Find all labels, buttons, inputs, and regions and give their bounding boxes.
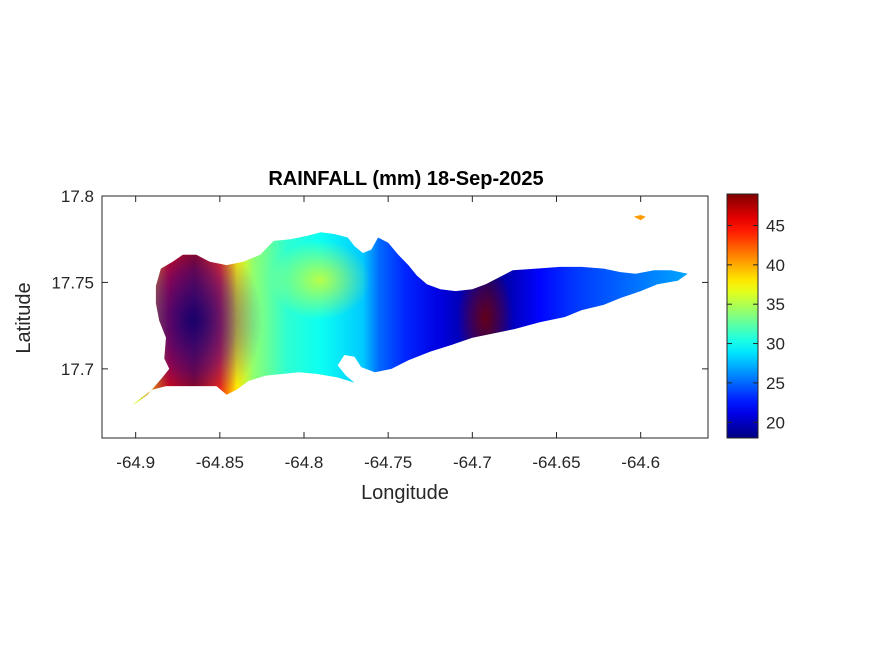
y-axis-label: Latitude: [13, 282, 35, 353]
chart-title: RAINFALL (mm) 18-Sep-2025: [268, 168, 543, 190]
colorbar-tick-label: 25: [766, 374, 785, 393]
y-tick-label: 17.8: [61, 187, 94, 206]
central-yellow-band: [270, 240, 370, 320]
x-tick-label: -64.6: [621, 453, 660, 472]
colorbar-tick-label: 20: [766, 413, 785, 432]
colorbar-tick-label: 30: [766, 335, 785, 354]
colorbar-ticks: 20 25 30 35 40 45: [727, 216, 785, 432]
x-tick-label: -64.7: [453, 453, 492, 472]
x-tick-label: -64.9: [116, 453, 155, 472]
colorbar: [726, 193, 759, 439]
colorbar-tick-label: 40: [766, 256, 785, 275]
x-tick-label: -64.75: [364, 453, 412, 472]
x-tick-label: -64.8: [285, 453, 324, 472]
colorbar-tick-label: 45: [766, 216, 785, 235]
x-axis-ticks: -64.9 -64.85 -64.8 -64.75 -64.7 -64.65 -64.6: [116, 196, 660, 472]
y-tick-label: 17.75: [51, 273, 94, 292]
y-axis-ticks: 17.7 17.75 17.8: [51, 187, 708, 379]
y-tick-label: 17.7: [61, 360, 94, 379]
x-axis-label: Longitude: [361, 482, 449, 504]
islet-outline: [633, 215, 646, 221]
colorbar-tick-label: 35: [766, 295, 785, 314]
x-tick-label: -64.85: [196, 453, 244, 472]
x-tick-label: -64.65: [532, 453, 580, 472]
